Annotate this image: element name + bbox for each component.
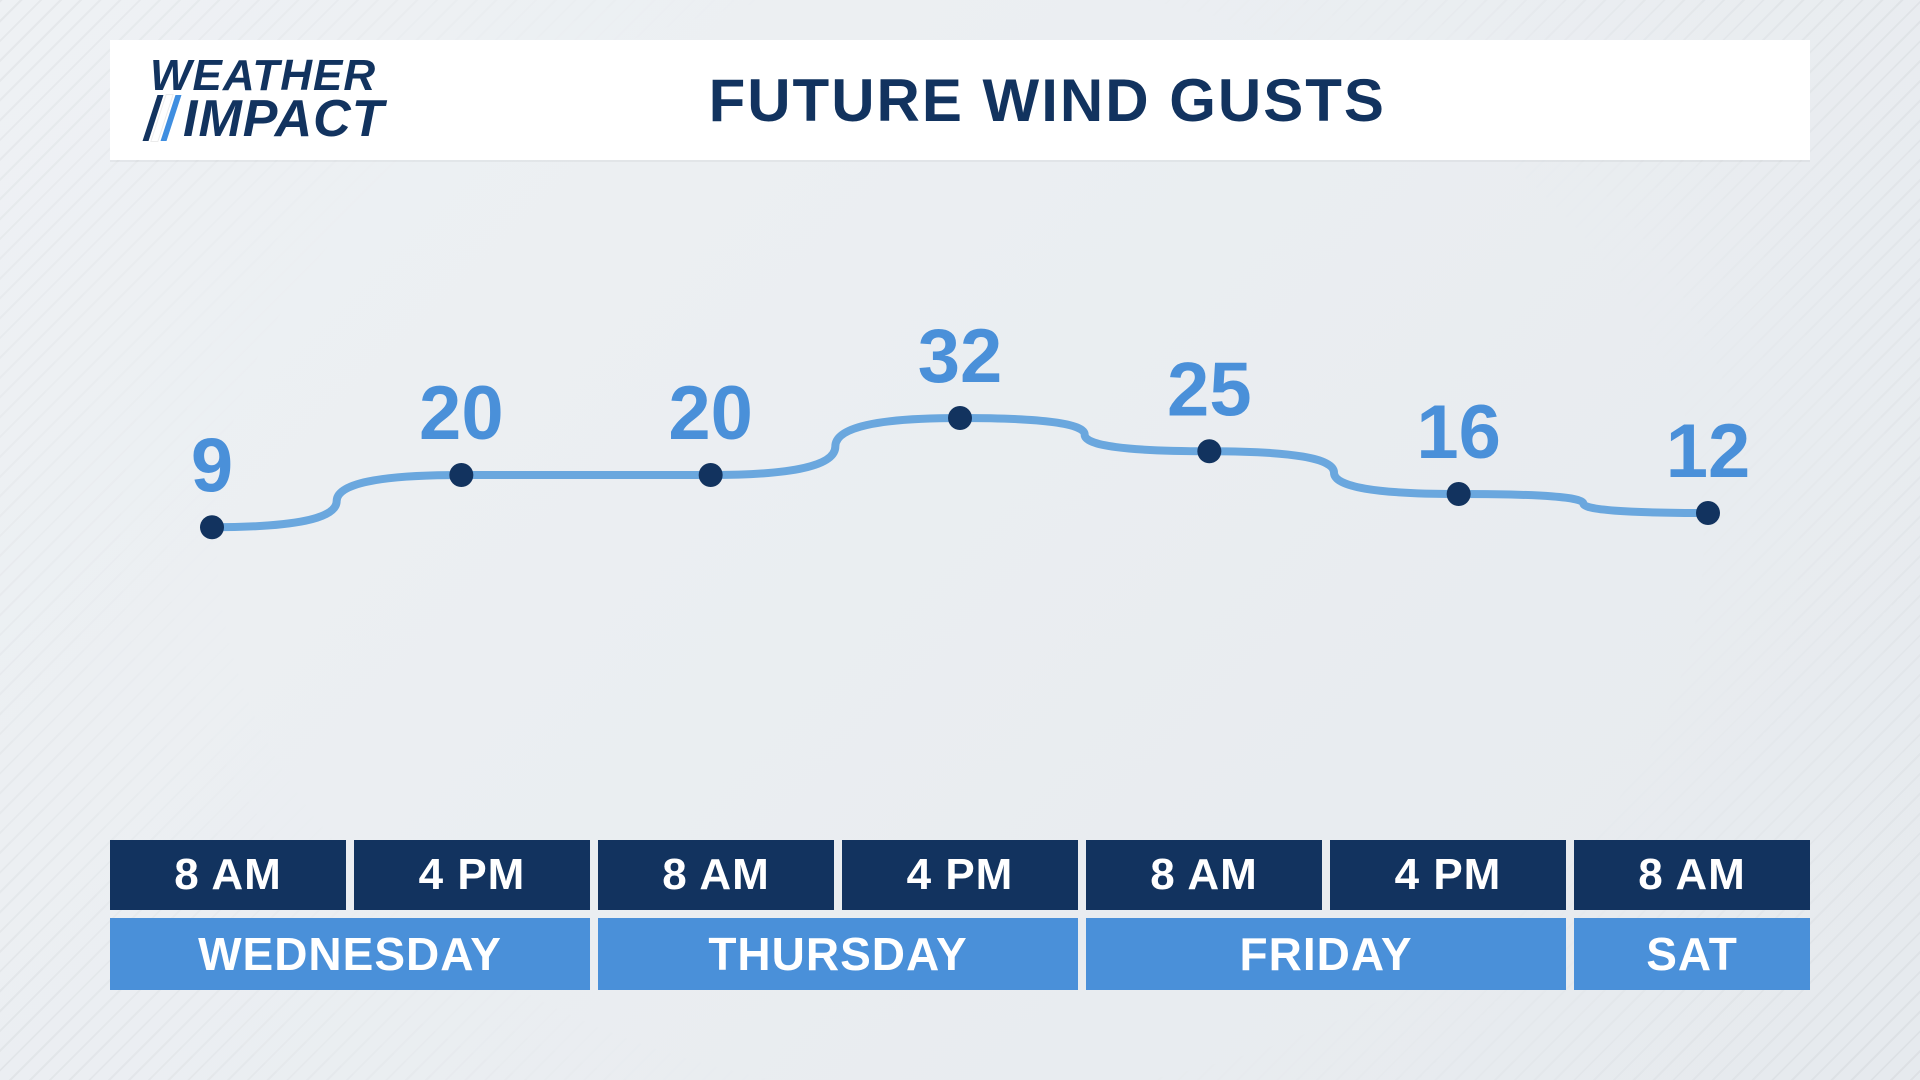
day-cell: SAT <box>1574 918 1810 990</box>
time-cell: 8 AM <box>598 840 834 910</box>
day-cell: WEDNESDAY <box>110 918 590 990</box>
time-cell: 4 PM <box>842 840 1078 910</box>
value-label: 20 <box>668 371 753 456</box>
time-cell: 4 PM <box>1330 840 1566 910</box>
day-cell: THURSDAY <box>598 918 1078 990</box>
value-label: 25 <box>1167 347 1252 432</box>
data-point <box>948 406 972 430</box>
data-point <box>1197 439 1221 463</box>
data-point <box>1696 501 1720 525</box>
data-point <box>200 515 224 539</box>
data-point <box>449 463 473 487</box>
weather-graphic: WEATHER IMPACT FUTURE WIND GUSTS 9 20 20 32… <box>0 0 1920 1080</box>
day-cell: FRIDAY <box>1086 918 1566 990</box>
time-cell: 8 AM <box>110 840 346 910</box>
line-chart: 9 20 20 32 25 16 12 <box>110 230 1810 790</box>
value-label: 12 <box>1666 409 1751 494</box>
chart-title: FUTURE WIND GUSTS <box>324 66 1770 135</box>
value-label: 16 <box>1416 390 1501 475</box>
logo-slash-icon <box>150 95 177 144</box>
data-point <box>699 463 723 487</box>
time-cell: 8 AM <box>1574 840 1810 910</box>
title-bar: WEATHER IMPACT FUTURE WIND GUSTS <box>110 40 1810 160</box>
value-label: 32 <box>918 314 1003 399</box>
time-cell: 4 PM <box>354 840 590 910</box>
value-label: 20 <box>419 371 504 456</box>
time-cell: 8 AM <box>1086 840 1322 910</box>
chart-svg: 9 20 20 32 25 16 12 <box>110 230 1810 790</box>
value-label: 9 <box>191 423 233 508</box>
data-point <box>1447 482 1471 506</box>
day-row: WEDNESDAYTHURSDAYFRIDAYSAT <box>110 918 1810 990</box>
time-row: 8 AM4 PM8 AM4 PM8 AM4 PM8 AM <box>110 840 1810 910</box>
x-axis: 8 AM4 PM8 AM4 PM8 AM4 PM8 AM WEDNESDAYTH… <box>110 840 1810 990</box>
